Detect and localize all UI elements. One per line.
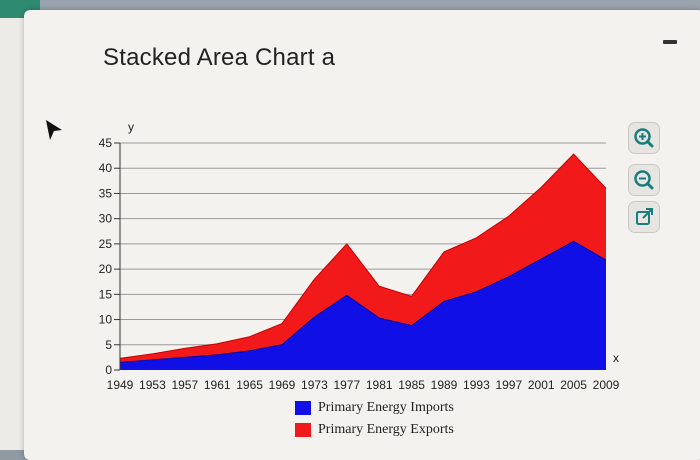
x-tick-label: 1953 [139,378,166,392]
mouse-pointer-icon [46,120,62,140]
x-tick-label: 1961 [204,378,231,392]
y-tick-label: 45 [99,136,113,150]
x-tick-label: 1981 [366,378,393,392]
y-tick-label: 25 [99,237,113,251]
minimize-icon[interactable] [663,40,677,44]
x-tick-label: 1989 [431,378,458,392]
x-tick-label: 1977 [333,378,360,392]
axes: 0 5 10 15 20 25 30 35 40 45 y x 1949 1953 1957 1961 1965… [99,120,620,392]
left-margin [0,18,24,450]
x-tick-label: 1973 [301,378,328,392]
area-layers [119,153,607,370]
zoom-out-button[interactable] [628,164,660,196]
y-tick-label: 40 [99,161,113,175]
x-tick-label: 1965 [236,378,263,392]
zoom-in-button[interactable] [628,122,660,154]
legend-swatch-imports [295,401,311,415]
x-tick-label: 1957 [171,378,198,392]
x-tick-label: 1985 [398,378,425,392]
stacked-area-chart: 0 5 10 15 20 25 30 35 40 45 y x 1949 1953 1957 1961 1965… [99,120,620,392]
y-tick-label: 0 [105,363,112,377]
x-axis-label: x [613,351,619,365]
area-primary-energy-exports [120,154,606,363]
chart-title: Stacked Area Chart a [103,44,336,71]
area-primary-energy-imports [120,241,606,370]
y-tick-label: 30 [99,212,113,226]
y-tick-label: 20 [99,262,113,276]
x-tick-label: 1997 [495,378,522,392]
legend-swatch-exports [295,423,311,437]
x-tick-label: 2009 [593,378,620,392]
y-tick-label: 5 [105,338,112,352]
exports-top-line [119,153,607,359]
x-tick-label: 1969 [269,378,296,392]
legend-label-imports: Primary Energy Imports [318,400,454,415]
y-tick-label: 35 [99,186,113,200]
zoom-out-icon [634,170,654,190]
x-tick-label: 2001 [528,378,555,392]
imports-top-line [119,240,607,363]
popout-button[interactable] [628,201,660,233]
x-tick-label: 2005 [560,378,587,392]
zoom-in-icon [634,128,654,148]
external-link-icon [636,208,653,225]
legend-label-exports: Primary Energy Exports [318,422,454,437]
x-tick-label: 1993 [463,378,490,392]
x-tick-label: 1949 [107,378,134,392]
y-axis-label: y [128,120,134,134]
y-tick-label: 10 [99,313,113,327]
y-tick-label: 15 [99,287,113,301]
